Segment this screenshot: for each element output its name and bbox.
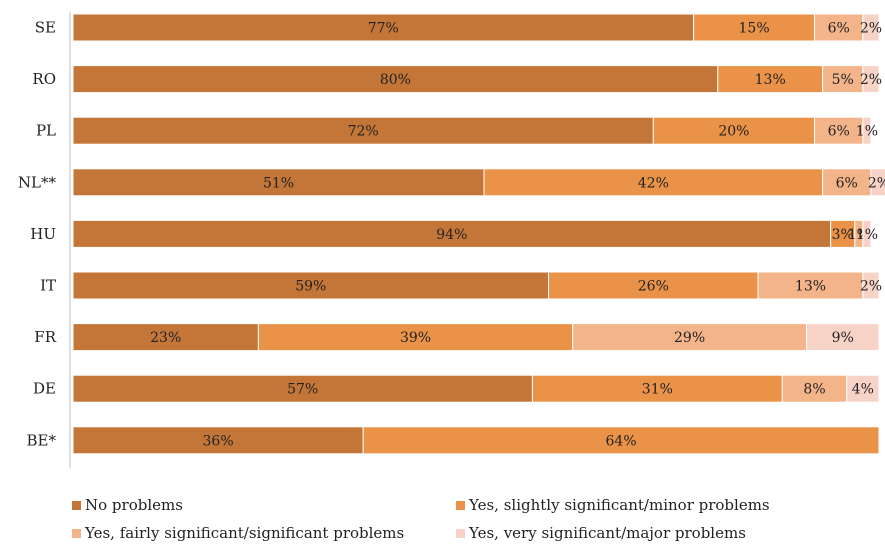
bar-segment — [822, 65, 864, 94]
bar-segment — [781, 374, 848, 403]
legend-label: No problems — [85, 496, 183, 514]
bar-segment — [862, 65, 880, 94]
bar-segment — [72, 374, 533, 403]
data-label: 26% — [638, 279, 669, 295]
legend-swatch — [456, 500, 465, 510]
bar-segment — [814, 116, 864, 145]
bar-segment — [257, 323, 574, 352]
bar-segment — [483, 168, 824, 197]
bar-segment — [814, 13, 864, 42]
data-label: 6% — [828, 21, 850, 37]
data-label: 23% — [150, 330, 181, 346]
data-label: 8% — [803, 382, 825, 398]
data-label: 51% — [263, 175, 294, 191]
data-label: 2% — [860, 279, 882, 295]
bar-segment — [846, 374, 880, 403]
category-label: NL** — [18, 173, 57, 191]
data-label: 2% — [860, 21, 882, 37]
category-label: FR — [34, 328, 56, 346]
legend-swatch — [72, 500, 81, 510]
bar-segment — [757, 271, 864, 300]
bars-group: 77% 15% 6% 2% 80% 13% 5% 2% 72% 20% 6% 1% 51% 42% 6% 2%… — [72, 13, 885, 455]
data-label: 42% — [638, 175, 669, 191]
bar-segment — [531, 374, 783, 403]
data-label: 64% — [606, 433, 637, 449]
data-label: 31% — [642, 382, 673, 398]
data-label: 77% — [368, 21, 399, 37]
data-label: 4% — [852, 382, 874, 398]
category-label: DE — [33, 380, 56, 398]
data-label: 9% — [832, 330, 854, 346]
data-label: 57% — [287, 382, 318, 398]
category-label: IT — [40, 277, 56, 295]
data-label: 13% — [755, 72, 786, 88]
bar-segment — [72, 168, 485, 197]
legend-label: Yes, very significant/major problems — [469, 524, 746, 542]
data-label: 5% — [832, 72, 854, 88]
data-label: 59% — [295, 279, 326, 295]
bar-segment — [548, 271, 759, 300]
data-label: 20% — [718, 124, 749, 140]
category-label: BE* — [27, 431, 57, 449]
data-label: 6% — [828, 124, 850, 140]
data-label: 36% — [203, 433, 234, 449]
data-label: 39% — [400, 330, 431, 346]
data-label: 6% — [836, 175, 858, 191]
bar-segment — [862, 116, 872, 145]
legend-swatch — [72, 528, 81, 538]
data-label: 1% — [856, 227, 878, 243]
legend-item-fairly-significant: Yes, fairly significant/significant prob… — [72, 524, 404, 542]
data-label: 72% — [348, 124, 379, 140]
bar-segment — [362, 426, 880, 455]
data-label: 80% — [380, 72, 411, 88]
bar-segment — [805, 323, 880, 352]
data-label: 3% — [832, 227, 854, 243]
bar-segment — [72, 426, 364, 455]
category-ticks-group: SE RO PL NL** HU IT FR DE BE* — [18, 19, 57, 450]
data-label: 15% — [739, 21, 770, 37]
category-label: HU — [30, 225, 56, 243]
legend-swatch — [456, 528, 465, 538]
data-label: 1% — [856, 124, 878, 140]
bar-segment — [72, 65, 719, 94]
category-label: RO — [32, 70, 56, 88]
bar-segment — [862, 219, 872, 248]
bar-segment — [72, 271, 550, 300]
bar-segment — [693, 13, 816, 42]
category-label: PL — [36, 122, 56, 140]
bar-segment — [862, 13, 880, 42]
data-label: 29% — [674, 330, 705, 346]
data-label: 2% — [868, 175, 885, 191]
data-label: 13% — [795, 279, 826, 295]
legend-item-no-problems: No problems — [72, 496, 183, 514]
category-label: SE — [35, 19, 56, 37]
bar-segment — [822, 168, 872, 197]
data-label: 94% — [436, 227, 467, 243]
legend-label: Yes, fairly significant/significant prob… — [85, 524, 405, 542]
legend-item-slightly-significant: Yes, slightly significant/minor problems — [456, 496, 770, 514]
bar-segment — [870, 168, 885, 197]
bar-segment — [862, 271, 880, 300]
legend-label: Yes, slightly significant/minor problems — [469, 496, 770, 514]
data-label: 2% — [860, 72, 882, 88]
bar-segment — [572, 323, 807, 352]
legend-item-very-significant: Yes, very significant/major problems — [456, 524, 746, 542]
bar-segment — [72, 219, 832, 248]
